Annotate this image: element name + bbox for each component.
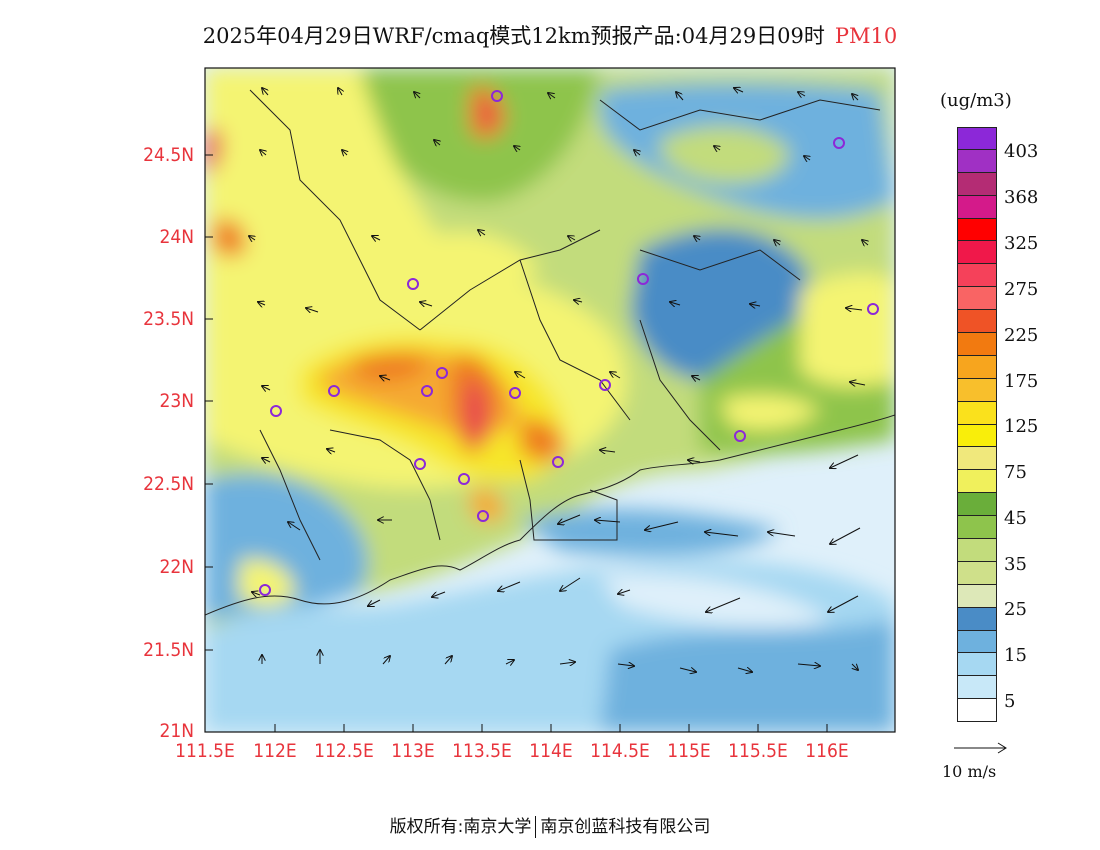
legend-swatch — [957, 424, 997, 448]
lon-label-116: 116E — [805, 740, 849, 762]
legend-label-15: 15 — [1004, 645, 1027, 666]
lon-label-113: 113E — [391, 740, 435, 762]
legend-swatch — [957, 218, 997, 242]
lat-label-21: 21N — [159, 720, 194, 742]
lon-label-115-5: 115.5E — [728, 740, 788, 762]
legend-swatch — [957, 172, 997, 196]
lon-label-112-5: 112.5E — [314, 740, 374, 762]
legend-swatch — [957, 333, 997, 356]
wind-vectors — [249, 88, 868, 672]
legend-swatch — [957, 630, 997, 654]
lat-label-24-5: 24.5N — [143, 144, 194, 166]
copyright-footer: 版权所有:南京大学 南京创蓝科技有限公司 — [0, 812, 1100, 838]
legend-label-35: 35 — [1004, 554, 1027, 575]
lat-label-23-5: 23.5N — [143, 308, 194, 330]
legend-label-325: 325 — [1004, 233, 1039, 254]
legend-label-5: 5 — [1004, 691, 1016, 712]
lon-label-114-5: 114.5E — [590, 740, 650, 762]
legend-unit: (ug/m3) — [940, 90, 1012, 111]
legend-swatch — [957, 378, 997, 402]
legend-swatch — [957, 241, 997, 265]
legend-swatch — [957, 127, 997, 150]
legend-label-25: 25 — [1004, 599, 1027, 620]
legend-swatch — [957, 493, 997, 517]
legend-swatch — [957, 516, 997, 540]
legend-label-368: 368 — [1004, 187, 1039, 208]
legend-swatch — [957, 287, 997, 311]
legend-swatch — [957, 310, 997, 334]
city-markers — [259, 90, 879, 596]
legend-swatch — [957, 561, 997, 585]
wind-reference-label: 10 m/s — [942, 762, 997, 781]
lon-label-115: 115E — [667, 740, 711, 762]
axis-ticks — [205, 154, 828, 732]
legend-swatch — [957, 264, 997, 288]
legend-swatch — [957, 355, 997, 379]
legend-swatch — [957, 653, 997, 677]
legend-swatch — [957, 195, 997, 219]
legend-swatch — [957, 539, 997, 562]
lon-label-114: 114E — [529, 740, 573, 762]
copyright-right: 南京创蓝科技有限公司 — [540, 817, 711, 837]
legend-label-75: 75 — [1004, 462, 1027, 483]
legend-label-45: 45 — [1004, 508, 1027, 529]
lat-label-21-5: 21.5N — [143, 639, 194, 661]
legend-label-275: 275 — [1004, 279, 1039, 300]
legend-swatch — [957, 584, 997, 608]
legend-swatch — [957, 470, 997, 494]
legend-swatch — [957, 149, 997, 173]
legend-swatch — [957, 447, 997, 471]
legend-label-403: 403 — [1004, 141, 1039, 162]
copyright-left: 版权所有:南京大学 — [389, 817, 532, 837]
lat-label-22-5: 22.5N — [143, 473, 194, 495]
lon-label-113-5: 113.5E — [452, 740, 512, 762]
legend-swatch — [957, 676, 997, 700]
legend-label-225: 225 — [1004, 325, 1039, 346]
wind-reference-arrow — [954, 742, 1007, 754]
color-legend — [957, 127, 997, 723]
title-main: 2025年04月29日WRF/cmaq模式12km预报产品:04月29日09时 — [202, 24, 825, 48]
legend-swatch — [957, 401, 997, 425]
chart-title: 2025年04月29日WRF/cmaq模式12km预报产品:04月29日09时 P… — [0, 20, 1100, 50]
footer-divider — [535, 816, 537, 838]
title-pollutant: PM10 — [834, 24, 898, 48]
legend-swatch — [957, 699, 997, 723]
legend-swatch — [957, 607, 997, 631]
lat-label-23: 23N — [159, 390, 194, 412]
map-frame — [204, 67, 896, 733]
lat-label-24: 24N — [159, 226, 194, 248]
concentration-field — [205, 68, 895, 732]
lon-label-112: 112E — [253, 740, 297, 762]
lon-label-111-5: 111.5E — [175, 740, 235, 762]
legend-label-125: 125 — [1004, 416, 1039, 437]
lat-label-22: 22N — [159, 556, 194, 578]
legend-label-175: 175 — [1004, 371, 1039, 392]
